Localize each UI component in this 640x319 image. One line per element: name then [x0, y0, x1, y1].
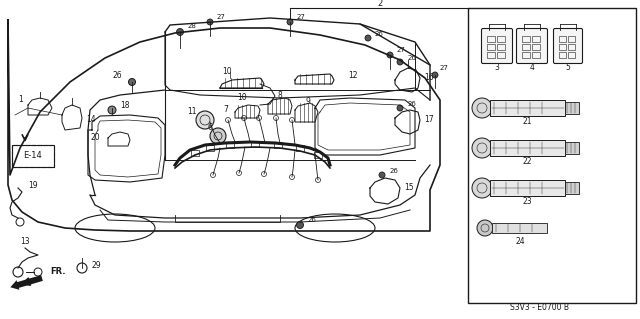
Text: 28: 28 [188, 23, 197, 29]
Text: 26: 26 [408, 55, 417, 61]
FancyBboxPatch shape [516, 28, 547, 63]
Text: S3V3 - E0700 B: S3V3 - E0700 B [511, 303, 570, 313]
Circle shape [196, 111, 214, 129]
Circle shape [210, 128, 226, 144]
Bar [565, 102, 579, 114]
Text: 29: 29 [92, 261, 102, 270]
Text: 18: 18 [120, 101, 129, 110]
Bar [568, 36, 575, 42]
Text: 11: 11 [188, 108, 197, 116]
Circle shape [365, 35, 371, 41]
Bar [226, 142, 234, 148]
Text: 2: 2 [378, 0, 383, 9]
FancyArrow shape [10, 275, 43, 290]
Bar [274, 142, 282, 148]
Circle shape [397, 59, 403, 65]
Bar [191, 150, 199, 156]
Text: 5: 5 [566, 63, 570, 72]
Text: 27: 27 [217, 14, 226, 20]
Bar [487, 36, 495, 42]
Bar [497, 36, 505, 42]
Text: 12: 12 [348, 71, 358, 80]
Bar [559, 44, 566, 50]
Text: 3: 3 [495, 63, 499, 72]
Text: 26: 26 [408, 101, 417, 107]
Text: 23: 23 [522, 197, 532, 206]
Bar [490, 100, 565, 116]
Bar [522, 52, 530, 58]
Bar [559, 52, 566, 58]
Text: 8: 8 [278, 92, 282, 100]
Circle shape [296, 221, 303, 228]
Circle shape [379, 172, 385, 178]
Text: 27: 27 [397, 47, 406, 53]
Circle shape [472, 98, 492, 118]
Text: 10: 10 [222, 68, 232, 77]
Circle shape [477, 220, 493, 236]
Text: 9: 9 [305, 98, 310, 107]
Bar [497, 52, 505, 58]
Bar [497, 44, 505, 50]
Text: 24: 24 [515, 238, 525, 247]
Circle shape [129, 78, 136, 85]
Circle shape [397, 105, 403, 111]
Circle shape [207, 19, 213, 25]
Bar [565, 142, 579, 154]
FancyBboxPatch shape [554, 28, 582, 63]
Bar [12, 145, 54, 167]
Text: 27: 27 [440, 65, 449, 71]
Text: 6: 6 [207, 123, 212, 132]
Bar [492, 223, 547, 233]
Bar [490, 180, 565, 196]
Circle shape [108, 106, 116, 114]
Text: 19: 19 [28, 181, 38, 189]
Text: 14: 14 [86, 115, 95, 124]
Text: 1: 1 [18, 95, 23, 105]
Bar [532, 44, 540, 50]
Bar [490, 140, 565, 156]
Circle shape [472, 178, 492, 198]
Text: 13: 13 [20, 238, 29, 247]
Bar [468, 8, 636, 303]
Circle shape [177, 28, 184, 35]
Bar [487, 44, 495, 50]
Circle shape [432, 72, 438, 78]
Bar [522, 36, 530, 42]
Text: 20: 20 [90, 133, 100, 143]
Circle shape [387, 52, 393, 58]
Text: E-14: E-14 [24, 152, 42, 160]
Bar [568, 44, 575, 50]
Text: 17: 17 [424, 115, 434, 124]
Text: 15: 15 [404, 183, 413, 192]
Bar [251, 141, 259, 147]
Bar [532, 52, 540, 58]
Text: 7: 7 [223, 106, 228, 115]
Text: 26: 26 [375, 31, 384, 37]
Text: 27: 27 [297, 14, 306, 20]
Text: 4: 4 [529, 63, 534, 72]
Bar [559, 36, 566, 42]
Text: 26: 26 [113, 71, 122, 80]
Text: 22: 22 [522, 158, 532, 167]
Bar [314, 152, 322, 158]
Bar [12, 145, 54, 167]
Bar [532, 36, 540, 42]
Bar [522, 44, 530, 50]
Circle shape [287, 19, 293, 25]
Bar [487, 52, 495, 58]
Bar [296, 145, 304, 151]
Text: 21: 21 [522, 117, 532, 127]
Text: 26: 26 [390, 168, 399, 174]
Bar [565, 182, 579, 194]
Text: 10: 10 [237, 93, 247, 102]
FancyBboxPatch shape [481, 28, 513, 63]
Circle shape [472, 138, 492, 158]
Text: 26: 26 [308, 217, 317, 223]
Text: FR.: FR. [50, 268, 65, 277]
Text: 16: 16 [424, 73, 434, 83]
Bar [206, 145, 214, 151]
Bar [568, 52, 575, 58]
